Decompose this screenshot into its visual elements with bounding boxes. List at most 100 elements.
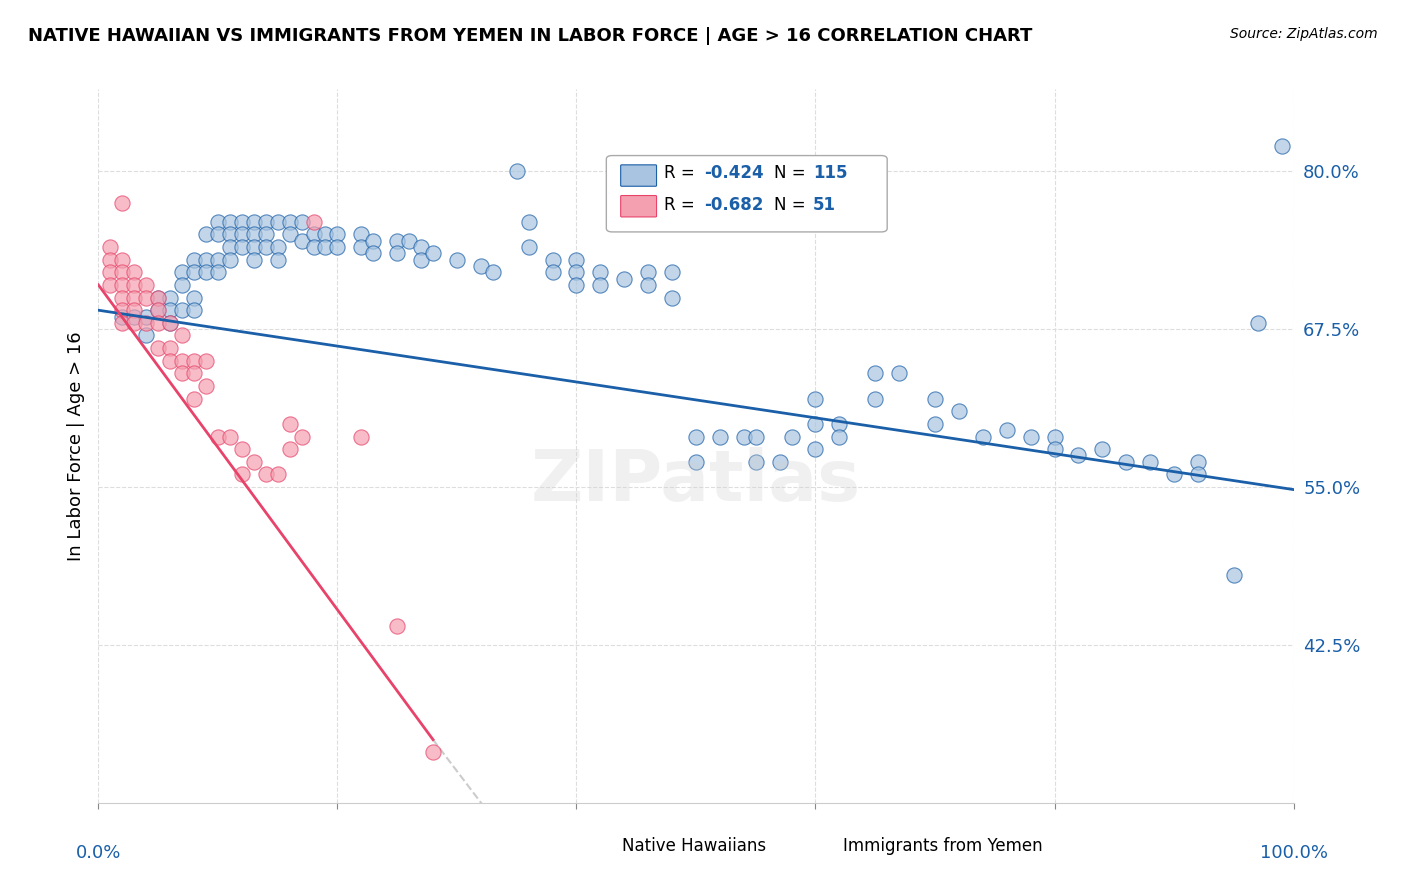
Point <box>183 353 205 368</box>
Text: ZIPatlas: ZIPatlas <box>531 447 860 516</box>
Point <box>291 234 314 248</box>
Point <box>804 392 827 406</box>
Text: 0.0%: 0.0% <box>76 845 121 863</box>
Point <box>148 291 170 305</box>
Point <box>243 252 266 267</box>
Point <box>481 265 505 279</box>
Point <box>541 252 564 267</box>
Point <box>135 277 157 292</box>
Point <box>183 367 205 381</box>
Point <box>111 265 134 279</box>
Point <box>411 252 433 267</box>
Point <box>159 303 181 318</box>
Point <box>135 291 157 305</box>
Point <box>733 429 755 443</box>
Point <box>124 316 146 330</box>
Point <box>267 240 290 254</box>
Point <box>219 240 242 254</box>
Text: 51: 51 <box>813 196 837 214</box>
Point <box>768 455 790 469</box>
Point <box>243 227 266 242</box>
Point <box>1043 442 1066 457</box>
Text: R =: R = <box>664 164 700 182</box>
Point <box>278 442 301 457</box>
Text: 100.0%: 100.0% <box>1260 845 1327 863</box>
Point <box>828 429 851 443</box>
Point <box>98 265 122 279</box>
Point <box>995 423 1018 437</box>
Point <box>231 227 253 242</box>
Point <box>111 310 134 324</box>
Point <box>517 240 540 254</box>
Point <box>135 310 157 324</box>
Point <box>1115 455 1137 469</box>
Point <box>172 353 194 368</box>
Point <box>231 467 253 482</box>
Point <box>159 316 181 330</box>
Point <box>183 392 205 406</box>
Point <box>1187 467 1209 482</box>
Point <box>267 215 290 229</box>
Point <box>183 265 205 279</box>
FancyBboxPatch shape <box>569 834 613 857</box>
Point <box>254 240 277 254</box>
Point <box>972 429 994 443</box>
Point <box>278 227 301 242</box>
Point <box>889 367 911 381</box>
Point <box>243 215 266 229</box>
Point <box>422 745 444 759</box>
Point <box>1163 467 1185 482</box>
Point <box>195 227 218 242</box>
Point <box>1067 449 1090 463</box>
Point <box>661 291 683 305</box>
Point <box>385 234 409 248</box>
Point <box>385 619 409 633</box>
Point <box>506 164 529 178</box>
Point <box>828 417 851 431</box>
Point <box>326 240 349 254</box>
Point <box>231 240 253 254</box>
Point <box>195 265 218 279</box>
Point <box>865 392 887 406</box>
Point <box>745 429 768 443</box>
Point <box>207 429 229 443</box>
Point <box>589 265 612 279</box>
Point <box>111 277 134 292</box>
Point <box>267 467 290 482</box>
Point <box>709 429 731 443</box>
Point <box>124 291 146 305</box>
Y-axis label: In Labor Force | Age > 16: In Labor Force | Age > 16 <box>66 331 84 561</box>
Text: Immigrants from Yemen: Immigrants from Yemen <box>844 837 1043 855</box>
Point <box>326 227 349 242</box>
Point <box>124 303 146 318</box>
Point <box>804 417 827 431</box>
Point <box>589 277 612 292</box>
Point <box>565 277 588 292</box>
Point <box>685 455 707 469</box>
Point <box>159 291 181 305</box>
Point <box>183 291 205 305</box>
Point <box>231 442 253 457</box>
Point <box>411 240 433 254</box>
Point <box>924 392 946 406</box>
Point <box>1043 429 1066 443</box>
Point <box>219 252 242 267</box>
Point <box>470 259 492 273</box>
Text: NATIVE HAWAIIAN VS IMMIGRANTS FROM YEMEN IN LABOR FORCE | AGE > 16 CORRELATION C: NATIVE HAWAIIAN VS IMMIGRANTS FROM YEMEN… <box>28 27 1032 45</box>
Point <box>865 367 887 381</box>
Point <box>350 240 373 254</box>
Point <box>363 234 385 248</box>
Point <box>398 234 420 248</box>
Point <box>148 316 170 330</box>
Point <box>148 303 170 318</box>
Point <box>637 277 659 292</box>
Point <box>219 227 242 242</box>
Point <box>219 429 242 443</box>
Point <box>291 215 314 229</box>
Text: N =: N = <box>773 196 810 214</box>
Point <box>1271 139 1294 153</box>
FancyBboxPatch shape <box>620 165 657 186</box>
Text: 115: 115 <box>813 164 848 182</box>
Point <box>243 455 266 469</box>
Point <box>172 265 194 279</box>
